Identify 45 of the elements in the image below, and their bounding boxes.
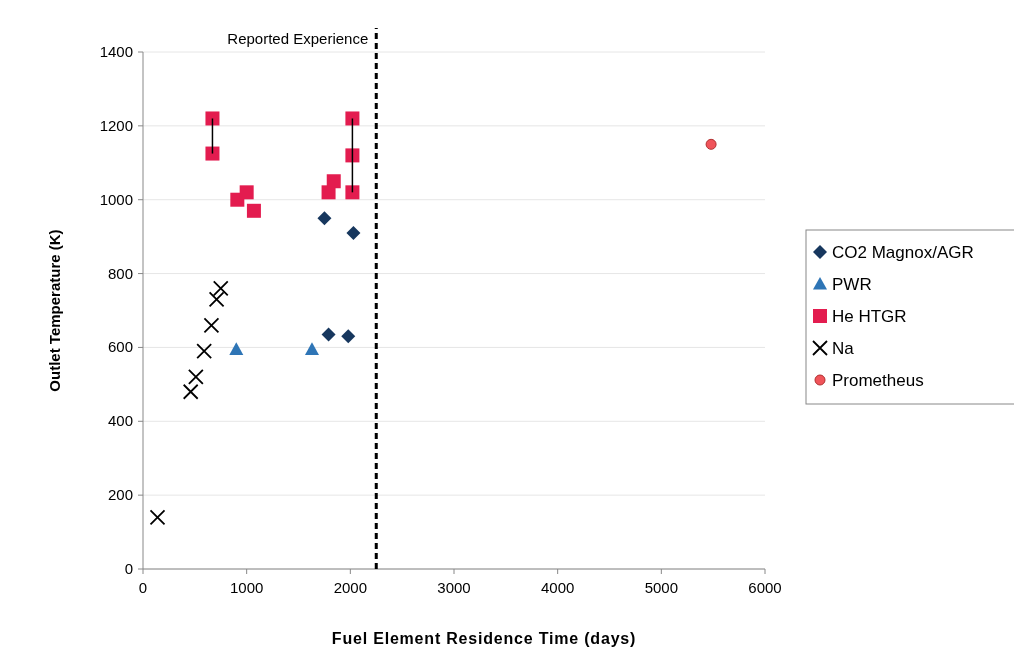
y-tick-label: 1000: [99, 190, 133, 208]
x-tick-label: 0: [138, 579, 148, 596]
y-tick-label: 1400: [99, 43, 133, 60]
legend-label: Na: [832, 339, 855, 358]
point: [705, 138, 717, 150]
point: [246, 203, 261, 218]
point: [187, 369, 204, 385]
point: [196, 343, 213, 360]
legend-label: He HTGR: [832, 307, 907, 326]
point: [212, 280, 229, 297]
point: [304, 342, 319, 355]
legend-label: PWR: [832, 275, 872, 294]
x-tick-label: 6000: [748, 579, 782, 596]
x-tick-label: 1000: [229, 579, 264, 596]
x-tick-label: 5000: [644, 579, 679, 596]
x-tick-label: 3000: [437, 579, 471, 596]
point: [345, 148, 360, 163]
point: [341, 329, 356, 344]
point: [317, 211, 332, 226]
point: [205, 146, 220, 161]
point: [208, 291, 225, 308]
point: [149, 509, 166, 526]
y-tick-label: 200: [107, 486, 133, 504]
point: [239, 185, 254, 200]
point: [321, 327, 336, 342]
y-tick-label: 0: [124, 560, 133, 577]
y-tick-label: 600: [107, 338, 133, 356]
y-tick-label: 800: [107, 264, 133, 282]
point: [345, 111, 360, 126]
point: [203, 317, 220, 334]
ref-line-label: Reported Experience: [227, 30, 369, 47]
y-tick-label: 1200: [99, 116, 133, 134]
y-axis-title: Outlet Temperature (K): [46, 229, 63, 392]
point: [345, 185, 360, 200]
point: [326, 174, 341, 189]
point: [229, 342, 244, 355]
y-tick-label: 400: [107, 412, 133, 430]
x-tick-label: 4000: [540, 579, 575, 596]
point: [182, 383, 199, 400]
legend-label: CO2 Magnox/AGR: [832, 243, 974, 262]
x-axis-title: Fuel Element Residence Time (days): [331, 630, 637, 647]
x-tick-label: 2000: [333, 579, 368, 596]
legend-label: Prometheus: [832, 371, 924, 390]
point: [346, 225, 361, 240]
point: [205, 111, 220, 126]
